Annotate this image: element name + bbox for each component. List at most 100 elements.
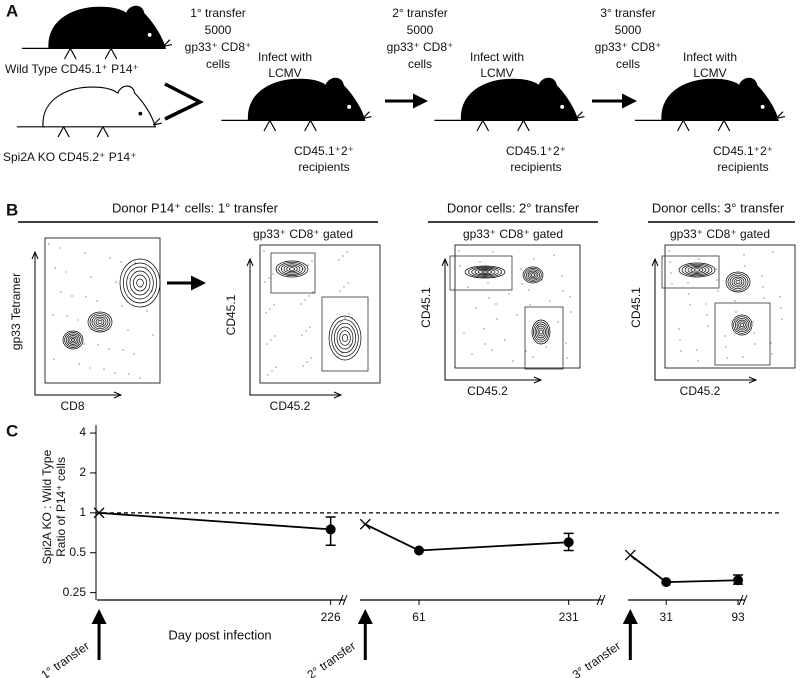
donor-label: Spi2A KO CD45.2⁺ P14⁺ xyxy=(3,150,136,164)
event-dot xyxy=(688,293,690,295)
transfer-label: 3° transfer xyxy=(570,639,623,678)
event-dot xyxy=(669,261,671,263)
data-point xyxy=(563,537,574,548)
merge-arrow xyxy=(164,82,204,121)
event-dot xyxy=(671,283,673,285)
recipient-text: CD45.1⁺2⁺ xyxy=(294,144,354,158)
start-marker xyxy=(93,507,105,519)
event-dot xyxy=(761,275,763,277)
transfer-label: 2° transfer xyxy=(305,639,358,678)
event-dot xyxy=(306,361,308,363)
event-dot xyxy=(146,310,148,312)
transfer-text: 3° transfer xyxy=(600,6,656,20)
event-dot xyxy=(264,281,266,283)
x-tick-label: 93 xyxy=(731,610,745,624)
plot-frame xyxy=(664,244,796,369)
event-dot xyxy=(97,344,99,346)
contour xyxy=(471,267,499,277)
donor-mouse xyxy=(21,5,173,60)
axis-break xyxy=(338,594,348,606)
gate-label: gp33⁺ CD8⁺ gated xyxy=(253,227,353,241)
data-point xyxy=(413,545,424,556)
contour xyxy=(690,267,704,273)
gate xyxy=(270,252,316,294)
y-axis-label: CD45.1 xyxy=(224,294,238,335)
y-axis-title: Ratio of P14⁺ cells xyxy=(54,457,68,557)
gate xyxy=(524,306,564,370)
y-axis-label: CD45.1 xyxy=(419,287,433,328)
event-dot xyxy=(670,272,672,274)
event-dot xyxy=(483,328,485,330)
recipient-mouse xyxy=(220,77,373,132)
event-dot xyxy=(270,339,272,341)
event-dot xyxy=(96,300,98,302)
event-dot xyxy=(781,318,783,320)
event-dot xyxy=(114,372,116,374)
contour xyxy=(731,276,745,288)
event-dot xyxy=(339,290,341,292)
contour xyxy=(129,270,151,296)
contour xyxy=(278,261,306,277)
y-tick-label: 0.25 xyxy=(63,585,87,599)
data-point xyxy=(325,524,336,535)
event-dot xyxy=(309,326,311,328)
event-dot xyxy=(780,307,782,309)
contour xyxy=(477,269,493,275)
event-dot xyxy=(271,370,273,372)
event-dot xyxy=(566,357,568,359)
event-dot xyxy=(763,297,765,299)
event-dot xyxy=(83,343,85,345)
event-dot xyxy=(310,357,312,359)
event-dot xyxy=(754,343,756,345)
event-dot xyxy=(679,339,681,341)
y-tick-label: 0.5 xyxy=(69,545,86,559)
contour xyxy=(687,266,707,274)
contour xyxy=(65,333,81,347)
event-dot xyxy=(471,353,473,355)
event-dot xyxy=(528,289,530,291)
event-dot xyxy=(762,286,764,288)
contour xyxy=(539,329,543,335)
event-dot xyxy=(348,313,350,315)
event-dot xyxy=(301,334,303,336)
plot-frame xyxy=(454,244,581,369)
gate xyxy=(449,255,513,291)
contour xyxy=(336,326,354,350)
event-dot xyxy=(54,267,56,269)
event-dot xyxy=(697,360,699,362)
event-dot xyxy=(152,334,154,336)
event-dot xyxy=(265,312,267,314)
transfer-text: 5000 xyxy=(615,23,642,37)
event-dot xyxy=(304,299,306,301)
event-dot xyxy=(680,350,682,352)
axis-break xyxy=(596,594,606,606)
y-tick-label: 1 xyxy=(79,505,86,519)
contour xyxy=(481,270,489,274)
y-axis-label: gp33 Tetramer xyxy=(9,273,23,350)
contour xyxy=(288,267,296,271)
event-dot xyxy=(561,275,563,277)
event-dot xyxy=(565,342,567,344)
contour xyxy=(733,278,743,286)
contour xyxy=(286,265,298,273)
event-dot xyxy=(529,304,531,306)
event-dot xyxy=(724,335,726,337)
contour xyxy=(467,266,503,278)
recipient-text: recipients xyxy=(717,160,768,174)
event-dot xyxy=(103,368,105,370)
contour xyxy=(536,325,546,339)
gate xyxy=(321,296,369,372)
event-dot xyxy=(269,308,271,310)
event-dot xyxy=(742,356,744,358)
event-dot xyxy=(275,366,277,368)
plot-frame xyxy=(259,244,381,384)
contour xyxy=(531,319,551,345)
event-dot xyxy=(71,295,73,297)
event-dot xyxy=(706,314,708,316)
event-dot xyxy=(302,365,304,367)
event-dot xyxy=(303,268,305,270)
event-dot xyxy=(520,268,522,270)
axis-arrows xyxy=(249,260,340,396)
data-point xyxy=(661,577,672,588)
